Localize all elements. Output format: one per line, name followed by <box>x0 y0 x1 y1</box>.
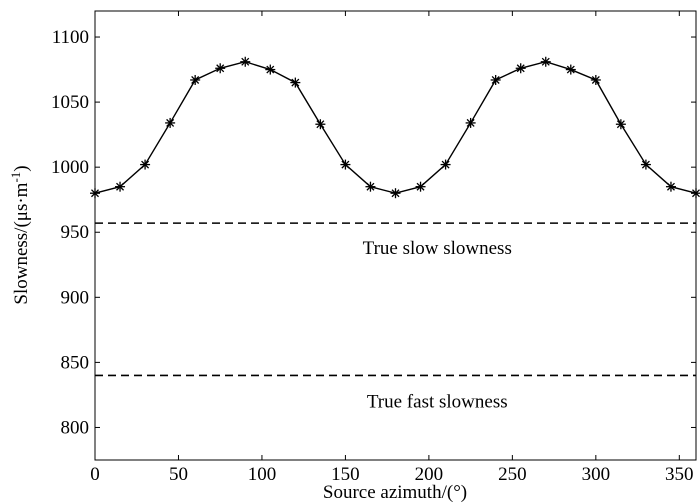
x-tick-label: 100 <box>248 464 277 485</box>
y-tick-label: 1100 <box>52 27 89 48</box>
x-tick-label: 200 <box>415 464 444 485</box>
y-tick-label: 1050 <box>51 92 89 113</box>
x-tick-label: 150 <box>331 464 360 485</box>
data-point-marker <box>415 181 426 192</box>
data-point-marker <box>140 159 151 170</box>
data-point-marker <box>691 188 700 199</box>
y-tick-label: 950 <box>61 222 90 243</box>
reference-line-label: True slow slowness <box>363 238 512 259</box>
data-point-marker <box>540 56 551 67</box>
data-point-marker <box>390 188 401 199</box>
data-point-marker <box>265 64 276 75</box>
data-point-marker <box>165 117 176 128</box>
data-point-marker <box>640 159 651 170</box>
reference-lines: True slow slowness True fast slowness <box>95 222 696 412</box>
y-axis-label-end: ) <box>11 165 32 171</box>
y-tick-label: 800 <box>61 417 90 438</box>
data-point-marker <box>440 159 451 170</box>
y-tick-label: 900 <box>61 287 90 308</box>
y-axis-label-main: Slowness/(μs·m <box>11 182 32 304</box>
data-point-marker <box>340 159 351 170</box>
y-tick-label: 850 <box>61 352 90 373</box>
data-point-marker <box>90 188 100 199</box>
data-point-marker <box>665 181 676 192</box>
data-point-marker <box>115 181 126 192</box>
y-tick-label: 1000 <box>51 157 89 178</box>
tick-labels: 0 50 100 150 200 250 300 350 800 850 900 950 1000 105… <box>51 27 694 485</box>
axis-ticks <box>94 11 696 460</box>
x-tick-label: 50 <box>169 464 188 485</box>
x-tick-label: 250 <box>498 464 527 485</box>
data-point-marker <box>365 181 376 192</box>
y-axis-label: Slowness/(μs·m-1) <box>8 165 32 304</box>
data-point-marker <box>240 56 251 67</box>
x-tick-label: 350 <box>665 464 694 485</box>
data-point-marker <box>615 119 626 130</box>
data-point-marker <box>215 63 226 74</box>
data-point-marker <box>190 74 201 85</box>
series-group <box>90 56 700 199</box>
data-point-marker <box>290 77 301 88</box>
data-point-marker <box>490 74 501 85</box>
x-axis-label: Source azimuth/(°) <box>323 482 467 503</box>
y-axis-label-sup: -1 <box>8 172 23 183</box>
x-tick-label: 300 <box>582 464 611 485</box>
data-point-marker <box>465 117 476 128</box>
x-tick-label: 0 <box>90 464 100 485</box>
reference-line-label: True fast slowness <box>367 391 508 412</box>
data-point-marker <box>315 119 326 130</box>
data-point-marker <box>590 74 601 85</box>
data-point-marker <box>565 64 576 75</box>
data-point-marker <box>515 63 526 74</box>
plot-area <box>94 10 697 461</box>
